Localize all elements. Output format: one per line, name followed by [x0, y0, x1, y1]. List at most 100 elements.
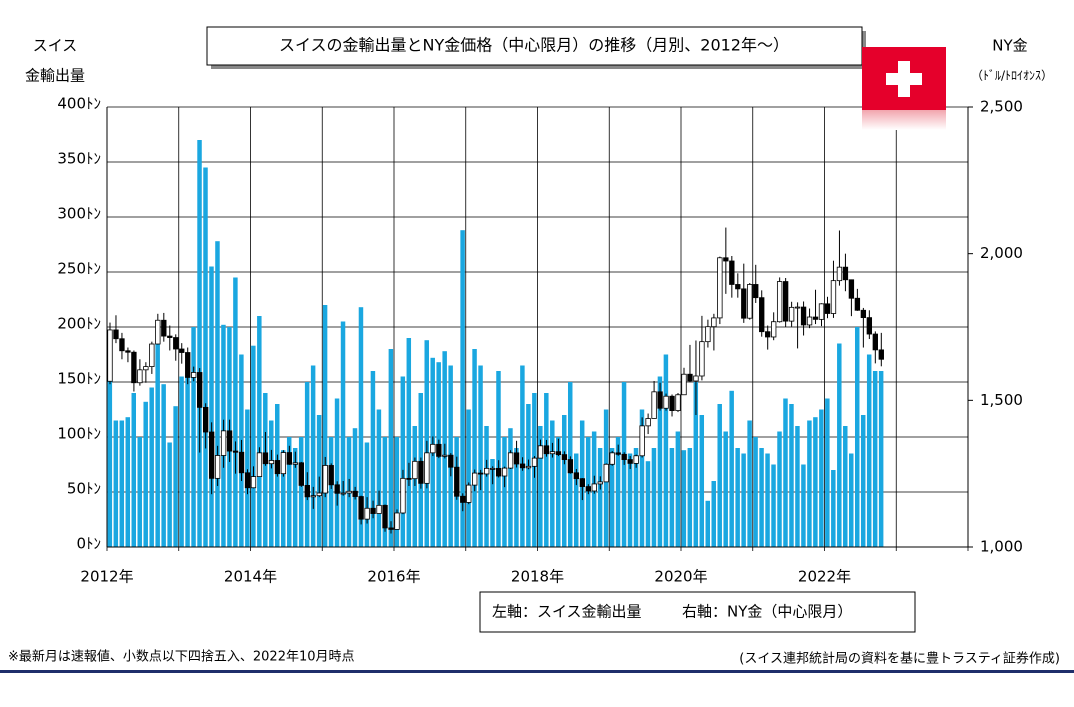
candle-body [113, 329, 119, 340]
bar [872, 371, 878, 547]
x-tick-label: 2014年 [224, 568, 277, 586]
candle-body [292, 462, 299, 465]
bar [131, 393, 136, 547]
bar [400, 376, 406, 547]
bar [789, 404, 794, 547]
bar [197, 140, 202, 547]
bar [358, 307, 364, 547]
candle-body [495, 467, 502, 477]
candle-body [352, 490, 358, 497]
candle-body [782, 281, 789, 322]
candle-body [274, 460, 281, 475]
candle-body [525, 465, 532, 469]
bar [729, 390, 734, 547]
candle-body [609, 452, 615, 465]
y-tick-label: 300ﾄﾝ [57, 205, 101, 223]
candle-body [430, 443, 436, 454]
candle-body [304, 484, 310, 498]
bar [753, 437, 758, 547]
candle-body [208, 431, 215, 479]
candle-body [173, 337, 179, 350]
title-box [206, 26, 863, 66]
bar [609, 448, 615, 547]
bar [185, 376, 190, 547]
y-tick-label: 200ﾄﾝ [57, 315, 101, 333]
candle-body [537, 445, 544, 459]
y-tick-label: 100ﾄﾝ [57, 425, 101, 443]
candle-body [723, 257, 729, 262]
candle-body [418, 460, 424, 484]
candle-body [412, 460, 418, 480]
candle-body [519, 463, 526, 469]
candle-body [818, 303, 825, 320]
y-tick-label: 400ﾄﾝ [57, 95, 101, 113]
candle-body [370, 507, 376, 514]
bar [376, 409, 382, 547]
candle-body [513, 452, 520, 465]
bar [866, 354, 872, 547]
bar [203, 167, 208, 547]
bar [113, 420, 119, 547]
bar [771, 464, 776, 547]
candle-body [501, 467, 508, 477]
candle-body [161, 319, 167, 337]
y-tick-label: 350ﾄﾝ [57, 150, 101, 168]
bar [137, 437, 142, 547]
bar [615, 437, 621, 547]
bar [484, 426, 489, 547]
candle-body [316, 492, 322, 497]
candle-body [579, 478, 586, 487]
candle-body [705, 326, 711, 343]
candle-body [597, 481, 603, 485]
bar [801, 464, 806, 547]
bar [125, 417, 131, 547]
candle-body [310, 495, 316, 498]
bar [502, 437, 507, 547]
candle-body [107, 329, 113, 382]
candle-body [812, 316, 819, 320]
candle-body [232, 450, 239, 453]
candle-body [358, 496, 364, 520]
candle-body [693, 375, 699, 382]
candle-body [747, 284, 753, 319]
bar [807, 420, 812, 547]
candle-body [346, 490, 352, 494]
footer-rule [0, 670, 1074, 673]
bar [777, 431, 782, 547]
candle-body [149, 343, 155, 368]
candle-body [454, 466, 460, 497]
y-axis-label: 金輸出量 [25, 67, 85, 85]
bar [161, 384, 166, 547]
candle-body [179, 348, 185, 353]
candle-body [250, 476, 257, 489]
y-tick-label: 50ﾄﾝ [67, 480, 101, 498]
candle-body [167, 335, 173, 338]
candle-body [280, 452, 287, 475]
bar [292, 448, 298, 547]
bar [556, 437, 561, 547]
bar [179, 376, 184, 547]
bar [723, 431, 728, 547]
x-tick-label: 2012年 [80, 568, 133, 586]
y2-tick-label: 1,500 [980, 391, 1023, 409]
bar [388, 349, 394, 547]
bar [705, 500, 710, 547]
candle-body [137, 369, 143, 384]
legend [479, 591, 916, 633]
candle-body [543, 445, 550, 455]
candle-body [633, 455, 639, 464]
candle-body [645, 418, 651, 427]
bar [699, 415, 705, 547]
bar [657, 376, 663, 547]
bar [681, 450, 687, 547]
bar [328, 437, 334, 547]
bar [783, 398, 788, 547]
candle-body [669, 395, 675, 411]
bar [233, 277, 238, 547]
candle-body [220, 430, 227, 456]
bar [412, 426, 418, 547]
candle-body [531, 457, 538, 467]
bar [340, 321, 346, 547]
candle-body [328, 465, 334, 486]
bar [759, 448, 764, 547]
